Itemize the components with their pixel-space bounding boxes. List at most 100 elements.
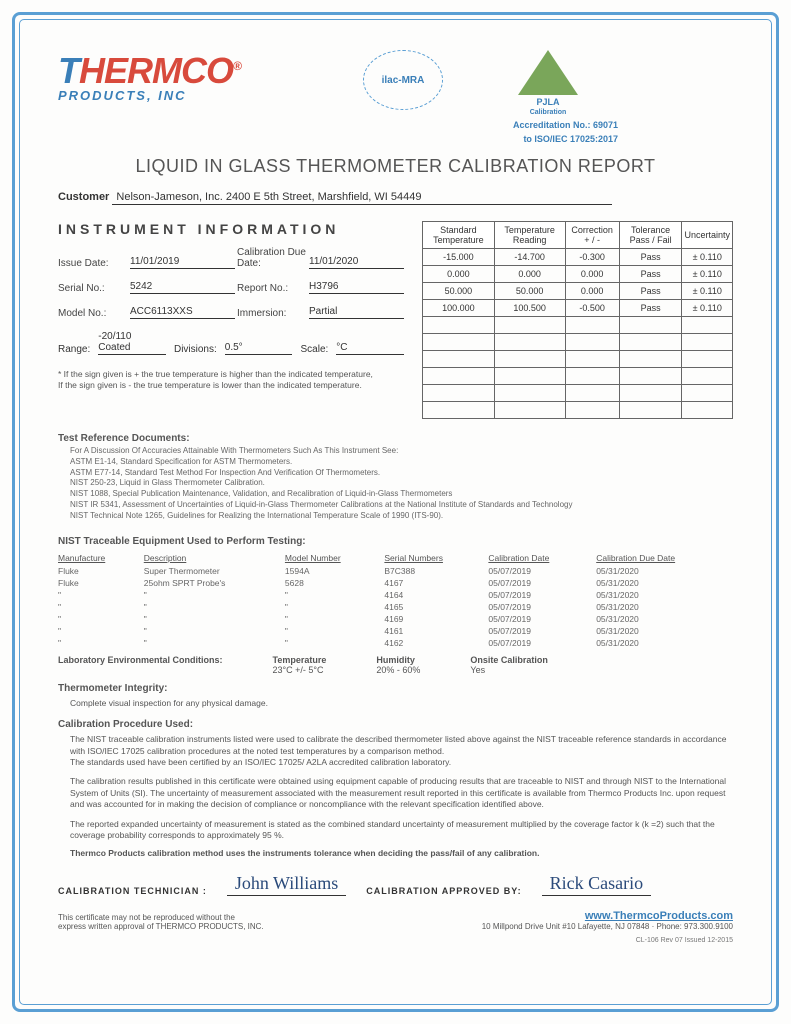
customer-value: Nelson-Jameson, Inc. 2400 E 5th Street, … [112, 191, 612, 205]
procedure-head: Calibration Procedure Used: [58, 719, 733, 730]
equip-cell: 4165 [384, 601, 488, 613]
data-table-row [423, 334, 733, 351]
data-table-cell: 50.000 [494, 283, 565, 300]
data-table-cell [682, 351, 733, 368]
ilac-badge: ilac-MRA [358, 50, 448, 110]
equip-cell: " [144, 613, 285, 625]
immersion-val: Partial [309, 306, 404, 319]
ref-doc-line: ASTM E1-14, Standard Specification for A… [70, 457, 733, 468]
footer-website: www.ThermcoProducts.com [482, 910, 733, 922]
data-table-row [423, 402, 733, 419]
equip-row: """416105/07/201905/31/2020 [58, 625, 733, 637]
data-table-cell [565, 317, 619, 334]
pjla-triangle-icon [518, 50, 578, 95]
equip-cell: " [58, 613, 144, 625]
data-table-cell [619, 402, 682, 419]
equip-cell: 4167 [384, 577, 488, 589]
data-table-row: 50.00050.0000.000Pass± 0.110 [423, 283, 733, 300]
data-table-row [423, 317, 733, 334]
data-table-cell [682, 368, 733, 385]
data-table-header: Correction + / - [565, 222, 619, 249]
equip-cell: Fluke [58, 565, 144, 577]
data-table-cell: Pass [619, 249, 682, 266]
data-table-cell [494, 368, 565, 385]
data-table-cell [682, 317, 733, 334]
issue-date-val: 11/01/2019 [130, 256, 235, 269]
data-table-cell [494, 351, 565, 368]
equip-header: Calibration Due Date [596, 551, 733, 565]
ref-doc-line: NIST IR 5341, Assessment of Uncertaintie… [70, 500, 733, 511]
data-table-cell [565, 385, 619, 402]
tech-signature: John Williams [227, 873, 346, 896]
equip-cell: " [285, 601, 384, 613]
ref-doc-line: For A Discussion Of Accuracies Attainabl… [70, 446, 733, 457]
data-table-cell [423, 385, 495, 402]
data-table-cell [565, 351, 619, 368]
header-row: THERMCO® PRODUCTS, INC ilac-MRA PJLA Cal… [58, 50, 733, 144]
equip-cell: B7C388 [384, 565, 488, 577]
equip-cell: " [285, 625, 384, 637]
data-table-cell: -0.500 [565, 300, 619, 317]
instrument-info-col: INSTRUMENT INFORMATION Issue Date: 11/01… [58, 221, 404, 419]
data-table-cell [682, 385, 733, 402]
ref-docs-body: For A Discussion Of Accuracies Attainabl… [70, 446, 733, 522]
content-area: THERMCO® PRODUCTS, INC ilac-MRA PJLA Cal… [30, 30, 761, 964]
env-temp-v: 23°C +/- 5°C [273, 665, 327, 675]
equip-cell: Super Thermometer [144, 565, 285, 577]
footer: This certificate may not be reproduced w… [58, 910, 733, 931]
data-table-cell: 100.500 [494, 300, 565, 317]
equip-row: """416505/07/201905/31/2020 [58, 601, 733, 613]
model-lbl: Model No.: [58, 308, 128, 319]
data-table-cell: -0.300 [565, 249, 619, 266]
procedure-p4: Thermco Products calibration method uses… [70, 848, 733, 859]
equip-header: Model Number [285, 551, 384, 565]
equipment-table: ManufactureDescriptionModel NumberSerial… [58, 551, 733, 649]
procedure-p3: The reported expanded uncertainty of mea… [70, 819, 733, 842]
data-table-col: Standard TemperatureTemperature ReadingC… [422, 221, 733, 419]
equip-header: Calibration Date [488, 551, 596, 565]
calibration-data-table: Standard TemperatureTemperature ReadingC… [422, 221, 733, 419]
data-table-cell: Pass [619, 266, 682, 283]
range-lbl: Range: [58, 344, 90, 355]
data-table-cell [565, 402, 619, 419]
scale-val: °C [336, 342, 404, 355]
data-table-cell: 100.000 [423, 300, 495, 317]
data-table-cell: 0.000 [494, 266, 565, 283]
ilac-icon: ilac-MRA [363, 50, 443, 110]
equip-header: Description [144, 551, 285, 565]
equip-cell: 05/31/2020 [596, 625, 733, 637]
data-table-cell: ± 0.110 [682, 266, 733, 283]
data-table-cell: 50.000 [423, 283, 495, 300]
equip-cell: 05/31/2020 [596, 613, 733, 625]
equip-cell: " [58, 637, 144, 649]
equip-cell: 05/31/2020 [596, 577, 733, 589]
equip-cell: 05/31/2020 [596, 601, 733, 613]
procedure-p2: The calibration results published in thi… [70, 776, 733, 810]
serial-val: 5242 [130, 281, 235, 294]
data-table-row: 0.0000.0000.000Pass± 0.110 [423, 266, 733, 283]
instrument-header: INSTRUMENT INFORMATION [58, 221, 404, 237]
report-lbl: Report No.: [237, 283, 307, 294]
data-table-cell [682, 402, 733, 419]
accreditation-line1: Accreditation No.: 69071 [478, 120, 618, 130]
data-table-cell [494, 402, 565, 419]
instrument-grid: Issue Date: 11/01/2019 Calibration Due D… [58, 247, 404, 319]
data-table-cell [423, 317, 495, 334]
data-table-header: Uncertainty [682, 222, 733, 249]
footer-docnum: CL-106 Rev 07 Issued 12-2015 [58, 937, 733, 944]
equip-cell: " [144, 601, 285, 613]
logo-letter-t: T [58, 50, 79, 91]
env-temp-h: Temperature [273, 655, 327, 665]
cal-due-lbl: Calibration Due Date: [237, 247, 307, 269]
equip-row: FlukeSuper Thermometer1594AB7C38805/07/2… [58, 565, 733, 577]
serial-lbl: Serial No.: [58, 283, 128, 294]
data-table-cell: ± 0.110 [682, 249, 733, 266]
scale-lbl: Scale: [300, 344, 328, 355]
equip-cell: 05/07/2019 [488, 565, 596, 577]
ref-doc-line: NIST 250-23, Liquid in Glass Thermometer… [70, 478, 733, 489]
data-table-row [423, 351, 733, 368]
equip-cell: 4164 [384, 589, 488, 601]
equip-cell: " [144, 625, 285, 637]
data-table-cell: 0.000 [423, 266, 495, 283]
data-table-cell: 0.000 [565, 266, 619, 283]
